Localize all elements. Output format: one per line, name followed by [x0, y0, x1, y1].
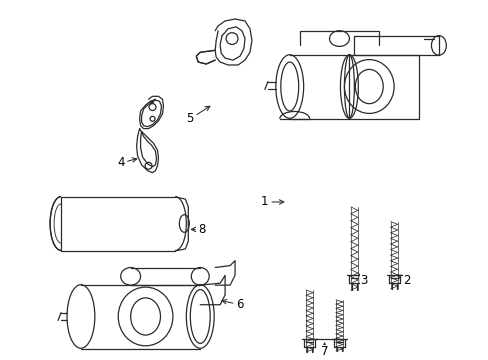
Text: 3: 3 [359, 274, 367, 287]
Text: 1: 1 [261, 195, 283, 208]
Text: 4: 4 [117, 156, 137, 169]
Text: 7: 7 [320, 343, 327, 358]
Text: 2: 2 [397, 274, 410, 287]
Text: 6: 6 [222, 298, 244, 311]
Text: 5: 5 [186, 106, 209, 125]
Text: 8: 8 [191, 223, 205, 236]
